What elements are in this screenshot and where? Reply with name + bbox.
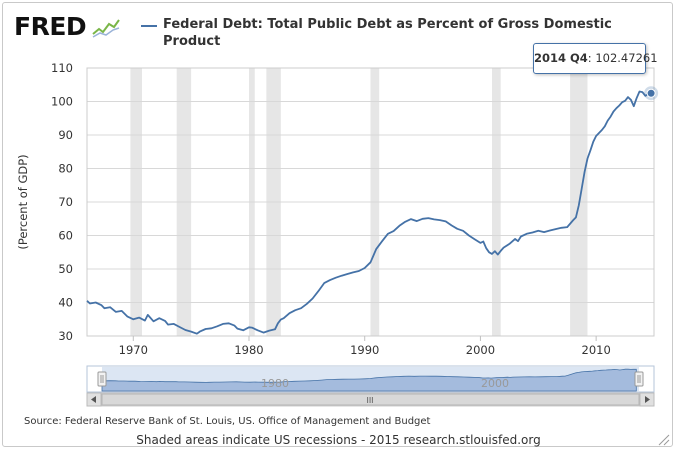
tooltip-period: 2014 Q4 — [534, 51, 588, 65]
fred-logo[interactable]: FRED — [14, 12, 87, 41]
y-tick-label-110: 110 — [51, 61, 73, 75]
source-note: Source: Federal Reserve Bank of St. Loui… — [24, 416, 431, 427]
y-tick-label-50: 50 — [58, 262, 73, 276]
y-tick-label-70: 70 — [58, 195, 73, 209]
x-tick-label-1970: 1970 — [119, 343, 148, 357]
y-axis-ticks: 30 40 50 60 70 80 90 100 110 — [51, 61, 73, 343]
navigator-label-2000: 2000 — [481, 377, 509, 390]
x-axis-ticks: 1970 1980 1990 2000 2010 — [119, 336, 611, 357]
plot-area — [86, 67, 655, 337]
x-tick-label-1990: 1990 — [350, 343, 379, 357]
y-axis-label: (Percent of GDP) — [16, 154, 30, 249]
legend-series-label[interactable]: Federal Debt: Total Public Debt as Perce… — [163, 17, 612, 49]
y-tick-label-60: 60 — [58, 229, 73, 243]
scrollbar-grip-icon: III — [366, 396, 373, 405]
navigator-handle-right[interactable] — [634, 371, 644, 387]
recession-footer-note: Shaded areas indicate US recessions - 20… — [136, 433, 541, 447]
scrollbar-thumb[interactable] — [101, 393, 640, 406]
arrow-left-icon — [91, 396, 96, 403]
trend-line-icon — [92, 19, 120, 38]
navigator-series-area — [101, 368, 637, 392]
navigator-label-1980: 1980 — [261, 377, 289, 390]
arrow-right-icon — [645, 396, 650, 403]
x-tick-label-1980: 1980 — [234, 343, 263, 357]
highlight-point[interactable] — [646, 88, 656, 98]
y-tick-label-100: 100 — [51, 95, 73, 109]
tooltip-value: 102.47261 — [595, 51, 658, 65]
y-tick-label-40: 40 — [58, 296, 73, 310]
data-tooltip: 2014 Q4: 102.47261 — [533, 43, 658, 74]
legend-line-swatch — [141, 25, 157, 27]
resize-corner-icon[interactable] — [656, 434, 670, 446]
navigator-handle-left[interactable] — [97, 371, 107, 387]
y-tick-label-80: 80 — [58, 162, 73, 176]
y-tick-label-30: 30 — [58, 329, 73, 343]
y-tick-label-90: 90 — [58, 128, 73, 142]
x-tick-label-2000: 2000 — [466, 343, 495, 357]
x-tick-label-2010: 2010 — [582, 343, 611, 357]
series-line[interactable] — [86, 90, 652, 335]
